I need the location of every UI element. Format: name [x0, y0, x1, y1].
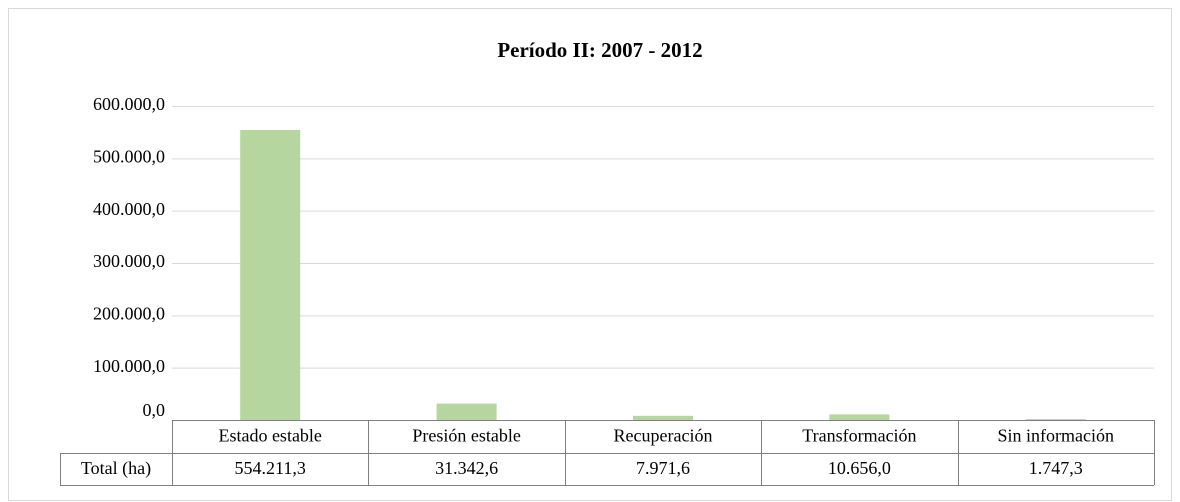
table-row-header: Total (ha): [81, 458, 151, 479]
table-value: 1.747,3: [1029, 458, 1083, 478]
x-tick-label: Estado estable: [218, 426, 321, 446]
y-tick-label: 0,0: [143, 400, 166, 420]
x-tick-label: Presión estable: [412, 426, 520, 446]
x-tick-label: Transformación: [802, 426, 916, 446]
table-value: 31.342,6: [435, 458, 498, 478]
bar: [1025, 419, 1086, 420]
table-value: 7.971,6: [636, 458, 690, 478]
x-tick-label: Recuperación: [614, 426, 713, 446]
chart-title: Período II: 2007 - 2012: [497, 38, 702, 62]
bar: [436, 403, 497, 420]
y-tick-label: 400.000,0: [93, 199, 165, 219]
chart-frame: [8, 8, 1172, 501]
y-tick-label: 500.000,0: [93, 146, 165, 166]
y-tick-label: 100.000,0: [93, 356, 165, 376]
table-value: 554.211,3: [235, 458, 306, 478]
x-tick-label: Sin información: [998, 426, 1114, 446]
y-tick-label: 600.000,0: [93, 94, 165, 114]
bar: [829, 414, 890, 420]
bar: [240, 129, 301, 420]
y-tick-label: 300.000,0: [93, 251, 165, 271]
y-tick-label: 200.000,0: [93, 303, 165, 323]
bar: [633, 415, 693, 420]
table-value: 10.656,0: [828, 458, 891, 478]
